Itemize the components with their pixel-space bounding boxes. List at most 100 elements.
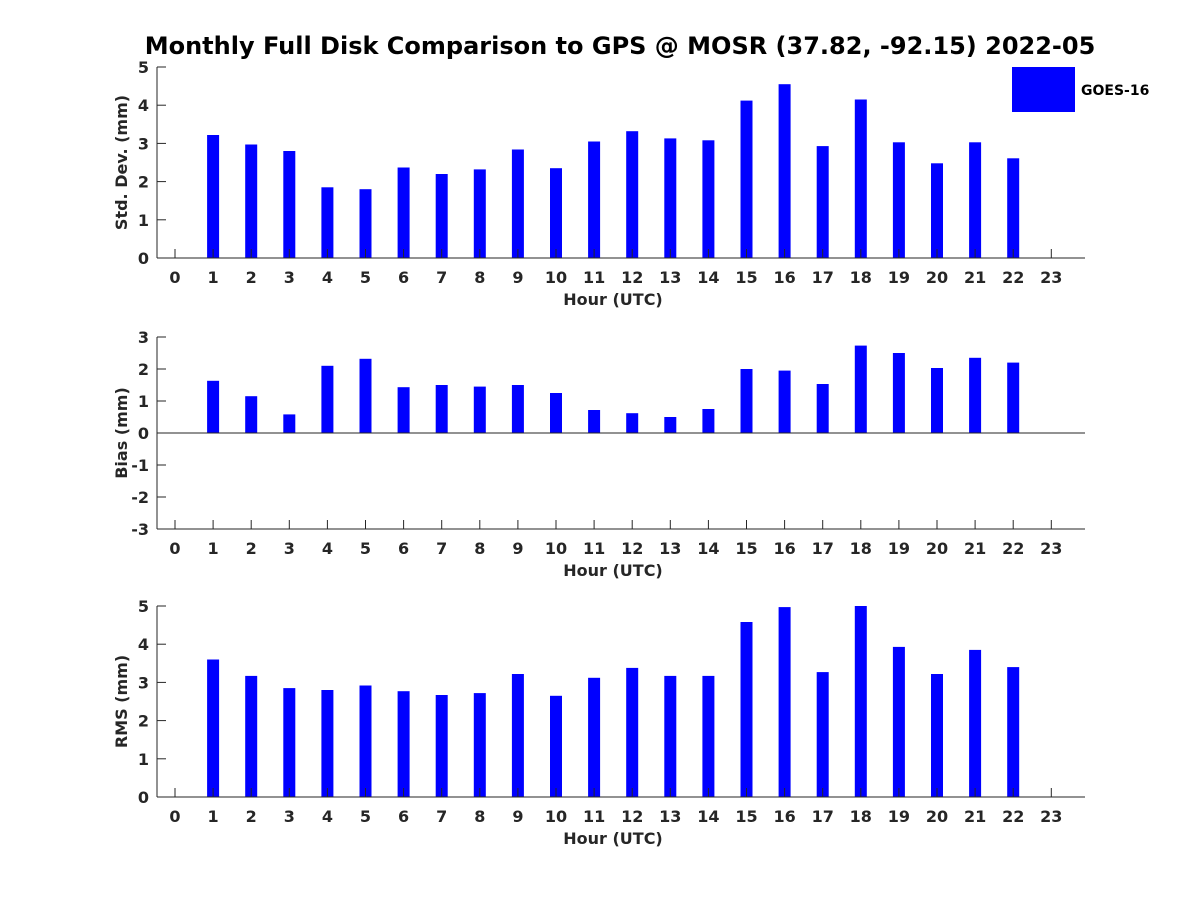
x-tick-label: 21 [964, 268, 986, 287]
x-tick-label: 14 [697, 539, 719, 558]
bar-rms-hour-7 [435, 695, 448, 797]
bar-rms-hour-14 [702, 675, 715, 797]
bar-std-hour-2 [245, 144, 258, 258]
bar-bias-hour-6 [397, 387, 410, 433]
bar-std-hour-5 [359, 189, 372, 258]
x-tick-label: 23 [1040, 539, 1062, 558]
bar-rms-hour-6 [397, 691, 410, 797]
bar-rms-hour-11 [588, 677, 601, 797]
bar-bias-hour-9 [511, 385, 524, 433]
bar-bias-hour-7 [435, 385, 448, 433]
y-tick-label: 0 [138, 249, 149, 268]
bar-bias-hour-13 [664, 417, 677, 433]
x-tick-label: 22 [1002, 268, 1024, 287]
y-tick-label: -1 [131, 456, 149, 475]
x-tick-label: 0 [169, 807, 180, 826]
x-tick-label: 16 [773, 268, 795, 287]
x-tick-label: 22 [1002, 539, 1024, 558]
bar-bias-hour-20 [931, 368, 943, 433]
bar-bias-hour-21 [969, 357, 982, 433]
y-axis-title: Bias (mm) [112, 387, 131, 479]
x-tick-label: 11 [583, 268, 605, 287]
x-tick-label: 1 [208, 268, 219, 287]
bar-bias-hour-12 [626, 413, 639, 433]
bar-bias-hour-10 [550, 393, 562, 433]
bar-std-hour-6 [397, 167, 410, 258]
x-tick-label: 2 [246, 807, 257, 826]
x-tick-label: 19 [888, 807, 910, 826]
x-tick-label: 8 [474, 807, 485, 826]
x-tick-label: 13 [659, 268, 681, 287]
y-tick-label: 1 [138, 750, 149, 769]
x-tick-label: 11 [583, 807, 605, 826]
x-tick-label: 4 [322, 268, 333, 287]
bar-rms-hour-18 [854, 606, 867, 797]
y-tick-label: 1 [138, 392, 149, 411]
x-tick-label: 17 [812, 807, 834, 826]
x-tick-label: 18 [850, 539, 872, 558]
x-tick-label: 19 [888, 539, 910, 558]
y-tick-label: 3 [138, 673, 149, 692]
bar-rms-hour-8 [473, 693, 486, 797]
x-tick-label: 9 [512, 539, 523, 558]
y-tick-label: 5 [138, 58, 149, 77]
x-tick-label: 3 [284, 807, 295, 826]
x-tick-label: 10 [545, 539, 567, 558]
x-tick-label: 8 [474, 268, 485, 287]
bar-std-hour-3 [283, 151, 296, 258]
bar-std-hour-19 [892, 142, 905, 258]
x-tick-label: 9 [512, 807, 523, 826]
bar-std-hour-4 [321, 187, 334, 258]
x-tick-label: 16 [773, 807, 795, 826]
legend-swatch [1012, 67, 1075, 112]
y-tick-label: 1 [138, 211, 149, 230]
bar-bias-hour-8 [473, 386, 486, 433]
y-axis-title: RMS (mm) [112, 655, 131, 748]
bar-rms-hour-1 [207, 659, 220, 797]
x-tick-label: 10 [545, 807, 567, 826]
x-tick-label: 22 [1002, 807, 1024, 826]
x-tick-label: 16 [773, 539, 795, 558]
x-tick-label: 17 [812, 539, 834, 558]
x-tick-label: 21 [964, 539, 986, 558]
bar-rms-hour-2 [245, 675, 258, 797]
y-tick-label: 2 [138, 173, 149, 192]
y-tick-label: -3 [131, 520, 149, 539]
bar-rms-hour-21 [969, 649, 982, 797]
y-tick-label: 4 [138, 635, 149, 654]
x-tick-label: 11 [583, 539, 605, 558]
x-tick-label: 7 [436, 807, 447, 826]
x-tick-label: 0 [169, 268, 180, 287]
bar-std-hour-11 [588, 141, 601, 258]
x-tick-label: 12 [621, 807, 643, 826]
bar-std-hour-1 [207, 135, 220, 258]
bar-std-hour-21 [969, 142, 982, 258]
x-tick-label: 7 [436, 539, 447, 558]
bar-std-hour-10 [550, 168, 562, 258]
x-tick-label: 18 [850, 268, 872, 287]
bar-rms-hour-4 [321, 690, 334, 797]
bar-rms-hour-22 [1007, 667, 1020, 797]
bar-bias-hour-11 [588, 410, 601, 433]
bar-rms-hour-13 [664, 675, 677, 797]
x-tick-label: 17 [812, 268, 834, 287]
bar-std-hour-16 [778, 84, 791, 258]
bar-bias-hour-16 [778, 370, 791, 433]
bar-bias-hour-17 [816, 384, 829, 433]
x-tick-label: 5 [360, 807, 371, 826]
x-tick-label: 12 [621, 268, 643, 287]
x-tick-label: 5 [360, 268, 371, 287]
bar-std-hour-18 [854, 99, 867, 258]
bar-rms-hour-10 [550, 695, 562, 797]
x-tick-label: 14 [697, 807, 719, 826]
bar-rms-hour-3 [283, 688, 296, 797]
x-axis-title: Hour (UTC) [563, 829, 663, 848]
bar-std-hour-15 [740, 100, 753, 258]
bar-bias-hour-18 [854, 345, 867, 433]
x-tick-label: 23 [1040, 807, 1062, 826]
x-tick-label: 1 [208, 807, 219, 826]
legend-label: GOES-16 [1081, 83, 1149, 99]
bar-std-hour-17 [816, 146, 829, 258]
